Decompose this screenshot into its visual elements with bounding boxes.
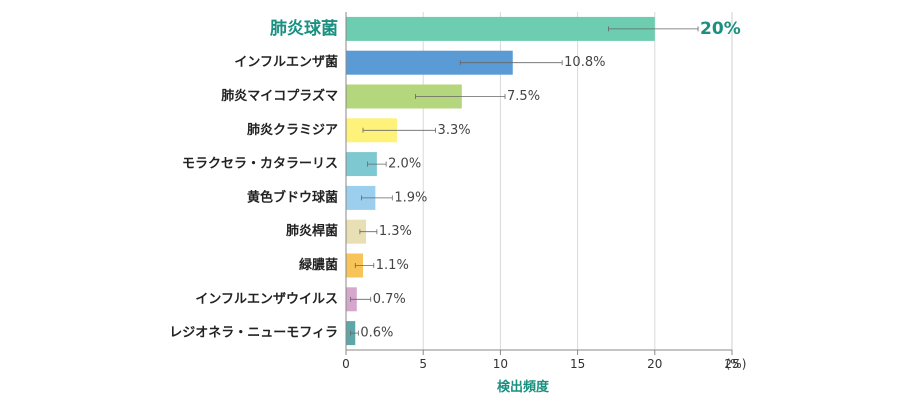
value-label: 0.7%	[373, 292, 406, 307]
bar	[346, 253, 363, 278]
category-label: モラクセラ・カタラーリス	[182, 157, 338, 172]
value-label: 7.5%	[507, 89, 540, 104]
x-axis-title: 検出頻度	[497, 379, 550, 395]
category-label: 黄色ブドウ球菌	[247, 189, 338, 205]
category-label: インフルエンザ菌	[234, 54, 338, 70]
x-tick-label: 5	[419, 357, 427, 371]
bars	[346, 16, 655, 346]
category-label: 肺炎マイコプラズマ	[221, 88, 338, 104]
value-label: 10.8%	[564, 55, 605, 70]
value-label: 3.3%	[438, 123, 471, 138]
bar	[346, 16, 655, 41]
category-label: レジオネラ・ニューモフィラ	[169, 326, 338, 341]
x-axis-unit: (%)	[726, 357, 747, 371]
category-label: 肺炎クラミジア	[247, 122, 338, 138]
value-label: 20%	[700, 19, 741, 39]
error-bars	[350, 26, 699, 336]
category-labels: 肺炎球菌インフルエンザ菌肺炎マイコプラズマ肺炎クラミジアモラクセラ・カタラーリス…	[169, 19, 338, 341]
value-label: 1.1%	[376, 258, 409, 273]
value-label: 1.9%	[394, 190, 427, 205]
category-label: インフルエンザウイルス	[195, 292, 338, 307]
x-tick-label: 25	[724, 357, 739, 371]
x-tick-label: 20	[647, 357, 662, 371]
value-labels: 20% 10.8% 7.5% 3.3% 2.0% 1.9% 1.3% 1.1% 0.7% 0.6%	[360, 19, 740, 341]
bar	[346, 50, 513, 75]
x-tick-label: 10	[493, 357, 508, 371]
value-label: 2.0%	[388, 157, 421, 172]
category-label: 緑膿菌	[299, 257, 338, 273]
value-label: 1.3%	[379, 224, 412, 239]
x-tick-label: 15	[570, 357, 585, 371]
bar	[346, 219, 367, 244]
category-label: 肺炎桿菌	[286, 223, 338, 239]
category-label: 肺炎球菌	[270, 19, 338, 39]
value-label: 0.6%	[360, 326, 393, 341]
x-axis: 0 5 10 15 20 25(%)	[342, 12, 746, 371]
x-tick-label: 0	[342, 357, 350, 371]
